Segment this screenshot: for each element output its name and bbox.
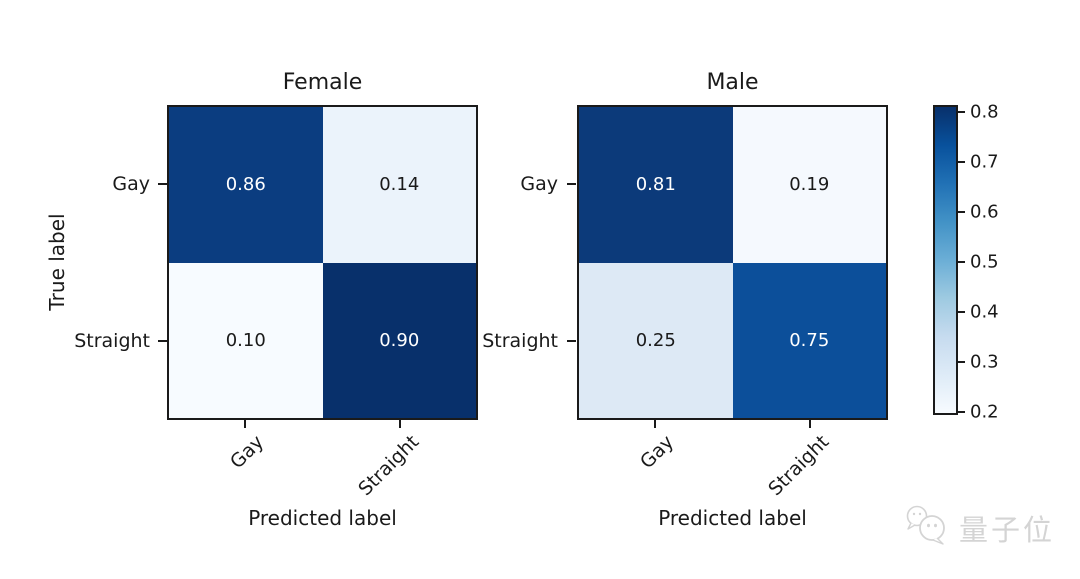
tick-mark <box>809 420 811 428</box>
tick-mark <box>399 420 401 428</box>
tick-mark <box>957 311 965 313</box>
x-axis-label-male: Predicted label <box>658 506 807 530</box>
heatmap-cell: 0.25 <box>579 262 733 418</box>
xtick-label-gay: Gay <box>636 431 679 474</box>
tick-mark <box>654 420 656 428</box>
x-axis-label-female: Predicted label <box>248 506 397 530</box>
colorbar-tick-label: 0.2 <box>970 401 999 423</box>
xtick-label-gay: Gay <box>226 431 269 474</box>
ytick-label-gay: Gay <box>520 173 558 195</box>
heatmap-cell: 0.90 <box>322 262 476 418</box>
tick-mark <box>957 111 965 113</box>
ytick-label-gay: Gay <box>112 173 150 195</box>
tick-mark <box>957 361 965 363</box>
tick-mark <box>158 183 167 185</box>
heatmap-cell: 0.10 <box>169 262 323 418</box>
colorbar-tick-label: 0.5 <box>970 251 999 273</box>
heatmap-cell: 0.14 <box>322 107 476 263</box>
heatmap-female: 0.86 0.14 0.10 0.90 <box>167 105 478 420</box>
tick-mark <box>158 340 167 342</box>
heatmap-cell: 0.81 <box>579 107 733 263</box>
watermark-text: 量子位 <box>959 513 1056 547</box>
watermark: 量子位 <box>903 504 1055 552</box>
heatmap-male: 0.81 0.19 0.25 0.75 <box>577 105 888 420</box>
xtick-label-straight: Straight <box>354 431 424 501</box>
tick-mark <box>957 411 965 413</box>
chat-bubbles-icon <box>903 504 955 552</box>
colorbar-tick-label: 0.7 <box>970 151 999 173</box>
tick-mark <box>957 161 965 163</box>
heatmap-cell: 0.86 <box>169 107 323 263</box>
ytick-label-straight: Straight <box>482 330 558 352</box>
y-axis-label: True label <box>45 213 69 311</box>
colorbar-tick-label: 0.3 <box>970 351 999 373</box>
tick-mark <box>567 340 576 342</box>
xtick-label-straight: Straight <box>764 431 834 501</box>
tick-mark <box>957 211 965 213</box>
colorbar-tick-label: 0.8 <box>970 101 999 123</box>
tick-mark <box>567 183 576 185</box>
tick-mark <box>244 420 246 428</box>
tick-mark <box>957 261 965 263</box>
heatmap-cell: 0.75 <box>732 262 886 418</box>
heatmap-cell: 0.19 <box>732 107 886 263</box>
panel-title-male: Male <box>706 70 759 95</box>
colorbar-tick-label: 0.6 <box>970 201 999 223</box>
ytick-label-straight: Straight <box>74 330 150 352</box>
colorbar <box>933 105 958 415</box>
panel-title-female: Female <box>282 70 363 95</box>
colorbar-tick-label: 0.4 <box>970 301 999 323</box>
